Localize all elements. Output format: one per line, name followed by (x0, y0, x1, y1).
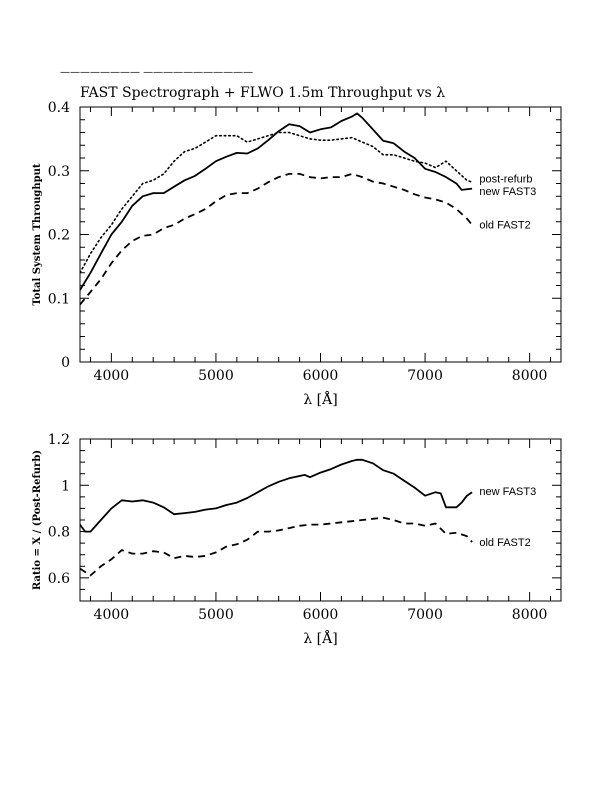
top-x-axis-label: λ [Å] (303, 390, 337, 408)
chart-title: FAST Spectrograph + FLWO 1.5m Throughput… (80, 85, 445, 101)
top-series-post-refurb (80, 131, 473, 274)
bottom-series-annotation: old FAST2 (479, 537, 530, 549)
top-y-axis-label: Total System Throughput (32, 163, 43, 305)
bottom-series-new-fast3 (80, 458, 473, 533)
top-x-tick-label: 7000 (407, 368, 443, 384)
top-series-annotation: new FAST3 (479, 186, 536, 198)
bottom-y-tick-label: 1 (61, 478, 70, 494)
top-x-tick-label: 6000 (303, 368, 339, 384)
top-series-annotation: post-refurb (479, 173, 532, 185)
bottom-y-tick-label: 1.2 (48, 432, 70, 448)
bottom-x-tick-label: 6000 (303, 607, 339, 623)
bottom-x-tick-label: 4000 (94, 607, 130, 623)
bottom-x-tick-label: 5000 (198, 607, 234, 623)
top-x-tick-label: 4000 (94, 368, 130, 384)
top-y-tick-label: 0.3 (48, 164, 70, 180)
bottom-y-axis-label: Ratio = X / (Post-Refurb) (32, 450, 43, 590)
header-rule-text: ———————— ——————————— (60, 67, 253, 78)
top-y-tick-label: 0.2 (48, 228, 70, 244)
top-series-annotation: old FAST2 (479, 219, 530, 231)
top-y-tick-label: 0 (61, 355, 70, 371)
bottom-series-old-fast2 (80, 516, 473, 577)
bottom-x-axis-label: λ [Å] (303, 629, 337, 647)
plot-top: 4000 5000 6000 7000 8000 0 0.1 0.2 0.3 0.4 λ [Å] To… (32, 100, 562, 408)
bottom-y-tick-label: 0.8 (48, 525, 70, 541)
top-x-tick-label: 5000 (198, 368, 234, 384)
top-series-new-fast3 (80, 112, 473, 291)
plot-bottom: 4000 5000 6000 7000 8000 0.6 0.8 1 1.2 λ [Å] Ratio… (32, 432, 562, 647)
top-y-tick-label: 0.4 (48, 100, 70, 116)
bottom-y-tick-label: 0.6 (48, 571, 70, 587)
bottom-series-annotation: new FAST3 (479, 486, 536, 498)
top-x-tick-label: 8000 (512, 368, 548, 384)
bottom-x-tick-label: 7000 (407, 607, 443, 623)
bottom-x-tick-label: 8000 (512, 607, 548, 623)
top-series-old-fast2 (80, 173, 473, 306)
top-y-tick-label: 0.1 (48, 291, 70, 307)
